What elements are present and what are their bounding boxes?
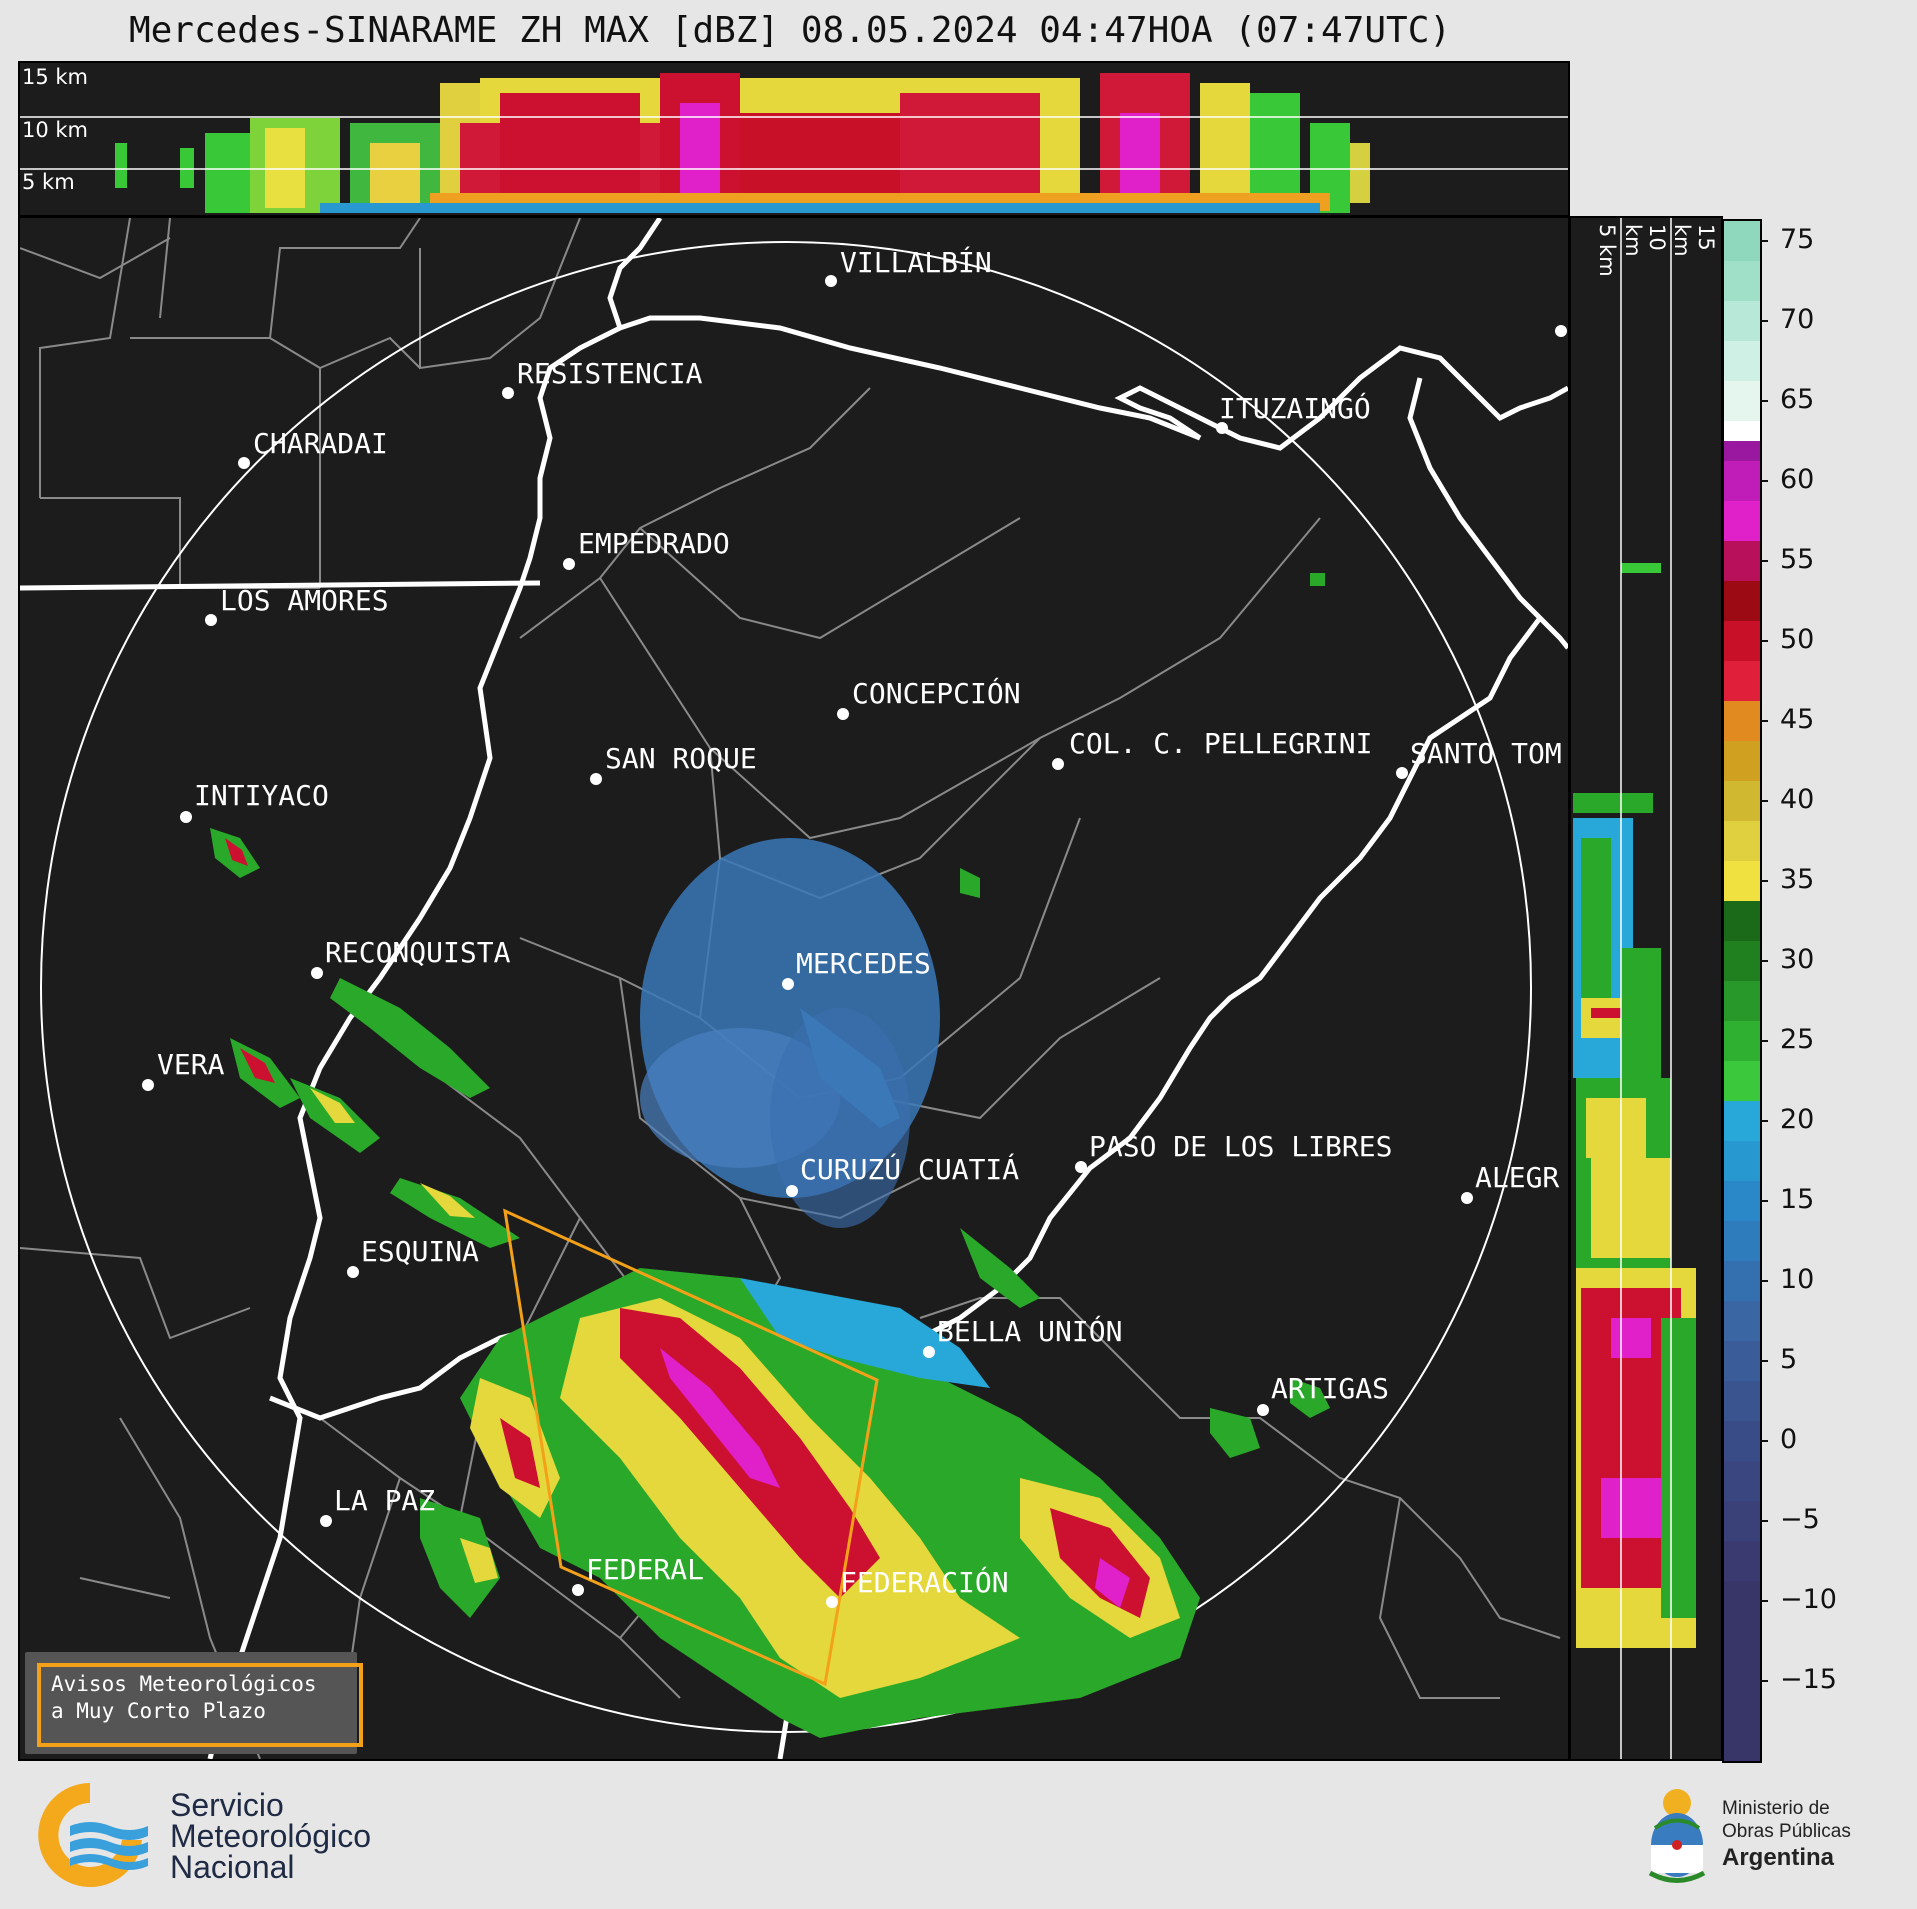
cb-tick: 0 — [1760, 1424, 1797, 1455]
cross-section-top-svg — [20, 73, 1568, 213]
smn-name-line3: Nacional — [170, 1849, 295, 1885]
city-label-paso-de-los-libres: PASO DE LOS LIBRES — [1089, 1130, 1393, 1163]
radar-map-svg — [20, 218, 1568, 1759]
city-label-federal: FEDERAL — [586, 1553, 705, 1586]
city-label-ituzaingo: ITUZAINGÓ — [1219, 392, 1371, 425]
cb-tick: 60 — [1760, 464, 1814, 495]
side-km-label-5: 5 km — [1595, 224, 1619, 277]
echo-top-profile — [115, 73, 1370, 213]
chart-title: Mercedes-SINARAME ZH MAX [dBZ] 08.05.202… — [128, 10, 1452, 51]
cb-tick: 55 — [1760, 544, 1814, 575]
city-label-concepcion: CONCEPCIÓN — [852, 677, 1021, 710]
cb-tick: 10 — [1760, 1264, 1814, 1295]
warning-polygon — [503, 1208, 879, 1687]
warning-legend-frame: Avisos Meteorológicos a Muy Corto Plazo — [37, 1663, 363, 1747]
cb-tick: 35 — [1760, 864, 1814, 895]
cb-tick: 65 — [1760, 384, 1814, 415]
cb-tick: 40 — [1760, 784, 1814, 815]
side-km-label-15: 15 km — [1670, 224, 1718, 257]
radar-map: VILLALBÍN RESISTENCIA CHARADAI ITUZAINGÓ… — [18, 216, 1570, 1761]
city-label-empedrado: EMPEDRADO — [578, 527, 730, 560]
ministry-line3: Argentina — [1722, 1844, 1835, 1871]
city-label-artigas: ARTIGAS — [1271, 1372, 1390, 1405]
city-label-col-c-pellegrini: COL. C. PELLEGRINI — [1069, 727, 1373, 760]
colorbar-svg — [1724, 221, 1760, 1761]
city-label-charadai: CHARADAI — [253, 427, 388, 460]
cb-tick: −5 — [1760, 1504, 1820, 1535]
top-km-label-10: 10 km — [22, 118, 89, 142]
ministry-name: Ministerio de Obras Públicas Argentina — [1722, 1797, 1851, 1873]
warning-legend-line2: a Muy Corto Plazo — [51, 1699, 266, 1723]
cb-tick: 50 — [1760, 624, 1814, 655]
radar-range-ring — [40, 241, 1532, 1733]
smn-name-line1: Servicio — [170, 1787, 284, 1823]
city-label-villalbin: VILLALBÍN — [840, 246, 992, 279]
city-label-alegrete: ALEGR — [1475, 1161, 1560, 1194]
cb-tick: 75 — [1760, 224, 1814, 255]
warning-legend-line1: Avisos Meteorológicos — [51, 1672, 317, 1696]
dbz-colorbar — [1722, 219, 1762, 1763]
city-markers — [142, 275, 1567, 1608]
city-label-bella-union: BELLA UNIÓN — [937, 1315, 1123, 1348]
cb-tick: 30 — [1760, 944, 1814, 975]
side-km-label-10: 10 km — [1621, 224, 1669, 257]
vertical-cross-section-top: 15 km 10 km 5 km — [18, 61, 1570, 217]
cross-section-side-svg — [1573, 218, 1696, 1759]
cb-tick: 20 — [1760, 1104, 1814, 1135]
argentina-coat-of-arms-icon — [1648, 1789, 1706, 1883]
city-label-san-roque: SAN ROQUE — [605, 742, 757, 775]
cb-tick: 5 — [1760, 1344, 1797, 1375]
cb-tick: −15 — [1760, 1664, 1837, 1695]
city-label-intiyaco: INTIYACO — [194, 779, 329, 812]
cb-tick: 25 — [1760, 1024, 1814, 1055]
top-km-label-5: 5 km — [22, 170, 75, 194]
side-echo-profile — [1573, 563, 1696, 1648]
smn-name: Servicio Meteorológico Nacional — [170, 1787, 371, 1885]
city-label-mercedes: MERCEDES — [796, 947, 931, 980]
ministry-line1: Ministerio de — [1722, 1798, 1830, 1819]
city-label-resistencia: RESISTENCIA — [517, 357, 703, 390]
ministry-line2: Obras Públicas — [1722, 1821, 1851, 1842]
cb-tick: 15 — [1760, 1184, 1814, 1215]
city-label-curuzu-cuatia: CURUZÚ CUATIÁ — [800, 1153, 1020, 1186]
top-km-label-15: 15 km — [22, 65, 89, 89]
city-label-reconquista: RECONQUISTA — [325, 936, 511, 969]
cb-tick: −10 — [1760, 1584, 1837, 1615]
city-label-esquina: ESQUINA — [361, 1235, 480, 1268]
cb-tick: 45 — [1760, 704, 1814, 735]
colorbar-ticks: 75 70 65 60 55 50 45 40 35 30 25 20 15 1… — [1760, 219, 1860, 1759]
city-label-los-amores: LOS AMORES — [220, 584, 389, 617]
warning-legend-box: Avisos Meteorológicos a Muy Corto Plazo — [25, 1652, 363, 1754]
city-label-federacion: FEDERACIÓN — [840, 1566, 1009, 1599]
cb-tick: 70 — [1760, 304, 1814, 335]
city-label-santo-tome: SANTO TOM — [1410, 737, 1562, 770]
vertical-cross-section-side: 5 km 10 km 15 km — [1569, 216, 1723, 1761]
smn-logo-icon — [38, 1783, 148, 1887]
reflectivity-echoes — [210, 573, 1330, 1738]
smn-name-line2: Meteorológico — [170, 1818, 371, 1854]
city-label-vera: VERA — [157, 1048, 225, 1081]
city-label-la-paz: LA PAZ — [334, 1484, 436, 1517]
